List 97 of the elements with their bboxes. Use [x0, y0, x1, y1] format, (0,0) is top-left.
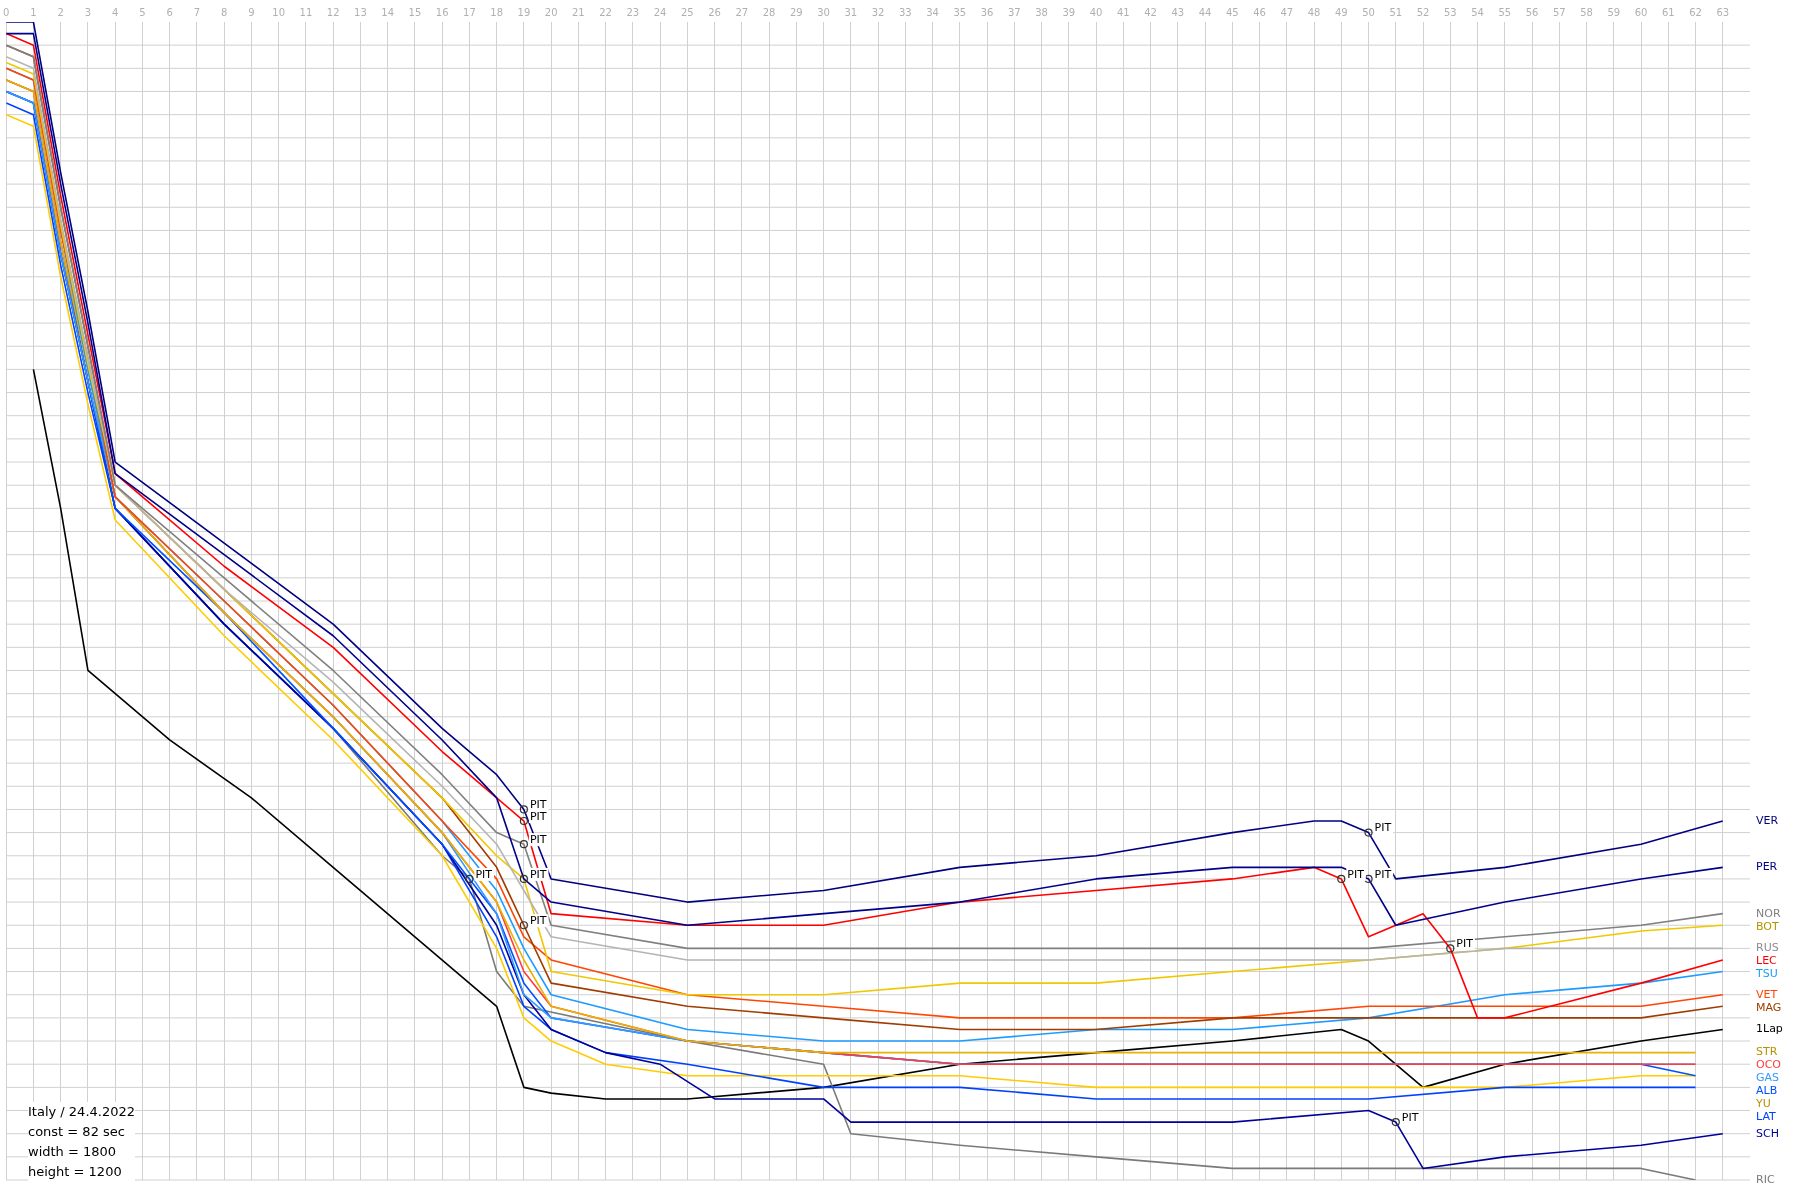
x-tick-label: 56 — [1525, 6, 1539, 18]
text: MAG — [1756, 1000, 1782, 1014]
x-tick-label: 26 — [708, 6, 721, 18]
x-tick-label: 10 — [272, 6, 286, 18]
text: LEC — [1756, 954, 1778, 968]
x-tick-label: 24 — [653, 6, 667, 18]
x-tick-label: 12 — [326, 6, 340, 18]
x-tick-label: 17 — [463, 6, 476, 18]
annotation: PIT — [529, 798, 547, 812]
x-tick-label: 45 — [1225, 6, 1239, 18]
x-tick-label: 58 — [1580, 6, 1593, 18]
x-tick-label: 25 — [680, 6, 694, 18]
text: OCO — [1756, 1058, 1782, 1072]
x-tick-label: 62 — [1689, 6, 1702, 18]
text: RIC — [1756, 1172, 1775, 1186]
x-tick-label: 42 — [1144, 6, 1157, 18]
x-tick-label: 59 — [1607, 6, 1621, 18]
text: VER — [1756, 813, 1779, 827]
x-tick-label: 57 — [1552, 6, 1566, 18]
text: RUS — [1756, 941, 1779, 955]
x-tick-label: 33 — [898, 6, 912, 18]
x-tick-label: 9 — [248, 6, 255, 18]
text: YU — [1755, 1097, 1771, 1111]
annotation: const = 82 sec — [28, 1123, 126, 1141]
x-tick-label: 21 — [572, 6, 585, 18]
x-tick-label: 44 — [1198, 6, 1212, 18]
x-tick-label: 22 — [599, 6, 612, 18]
annotation: PIT — [1456, 937, 1474, 951]
text: LAT — [1756, 1110, 1777, 1124]
annotation: PIT — [529, 809, 547, 823]
x-tick-label: 51 — [1389, 6, 1403, 18]
annotation: PIT — [1374, 821, 1392, 835]
x-tick-label: 60 — [1634, 6, 1648, 18]
text: PER — [1756, 860, 1778, 874]
x-tick-label: 43 — [1171, 6, 1185, 18]
annotation: height = 1200 — [28, 1163, 123, 1181]
x-tick-label: 11 — [299, 6, 313, 18]
x-tick-label: 39 — [1062, 6, 1076, 18]
x-tick-label: 34 — [926, 6, 939, 18]
annotation: width = 1800 — [28, 1143, 118, 1161]
x-tick-label: 29 — [789, 6, 803, 18]
x-tick-label: 1 — [30, 6, 37, 18]
annotation: PIT — [1374, 867, 1392, 881]
x-tick-label: 48 — [1307, 6, 1321, 18]
text: 1Lap — [1756, 1022, 1783, 1036]
x-tick-label: 41 — [1116, 6, 1130, 18]
x-tick-label: 13 — [354, 6, 367, 18]
x-tick-label: 28 — [762, 6, 776, 18]
text: GAS — [1756, 1071, 1780, 1085]
annotation: PIT — [1401, 1110, 1419, 1124]
x-tick-label: 49 — [1334, 6, 1348, 18]
x-tick-label: 50 — [1362, 6, 1375, 18]
text: STR — [1756, 1045, 1778, 1059]
annotation: PIT — [529, 914, 547, 928]
x-tick-label: 38 — [1035, 6, 1048, 18]
x-tick-label: 16 — [435, 6, 449, 18]
x-tick-label: 53 — [1443, 6, 1457, 18]
annotation: PIT — [1347, 867, 1365, 881]
x-tick-label: 15 — [408, 6, 422, 18]
x-tick-label: 61 — [1661, 6, 1675, 18]
annotation: PIT — [529, 867, 547, 881]
text: BOT — [1756, 919, 1780, 933]
x-tick-label: 6 — [166, 6, 173, 18]
x-tick-label: 3 — [84, 6, 92, 18]
annotation: PIT — [475, 867, 493, 881]
text: VET — [1756, 987, 1778, 1001]
x-tick-label: 31 — [844, 6, 858, 18]
x-tick-label: 63 — [1716, 6, 1730, 18]
x-tick-label: 54 — [1471, 6, 1484, 18]
x-tick-label: 18 — [490, 6, 503, 18]
x-tick-label: 52 — [1416, 6, 1430, 18]
annotation: PIT — [529, 833, 547, 847]
x-tick-label: 27 — [735, 6, 749, 18]
annotation: Italy / 24.4.2022 — [28, 1103, 136, 1121]
text: NOR — [1756, 906, 1781, 920]
x-tick-label: 7 — [193, 6, 201, 18]
x-tick-label: 35 — [953, 6, 967, 18]
x-tick-label: 5 — [139, 6, 146, 18]
x-tick-label: 46 — [1253, 6, 1266, 18]
x-tick-label: 2 — [57, 6, 64, 18]
x-tick-label: 14 — [381, 6, 395, 18]
x-tick-label: 4 — [111, 6, 119, 18]
x-tick-label: 37 — [1007, 6, 1021, 18]
x-tick-label: 55 — [1498, 6, 1512, 18]
text: SCH — [1756, 1126, 1779, 1140]
x-tick-label: 19 — [517, 6, 531, 18]
x-tick-label: 23 — [626, 6, 640, 18]
x-tick-label: 36 — [980, 6, 994, 18]
x-tick-label: 30 — [817, 6, 830, 18]
x-tick-label: 8 — [220, 6, 228, 18]
x-tick-label: 40 — [1089, 6, 1103, 18]
x-tick-label: 32 — [871, 6, 885, 18]
text: TSU — [1755, 967, 1778, 981]
text: ALB — [1756, 1084, 1778, 1098]
x-tick-label: 0 — [2, 6, 10, 18]
x-tick-label: 20 — [544, 6, 558, 18]
x-tick-label: 47 — [1280, 6, 1294, 18]
